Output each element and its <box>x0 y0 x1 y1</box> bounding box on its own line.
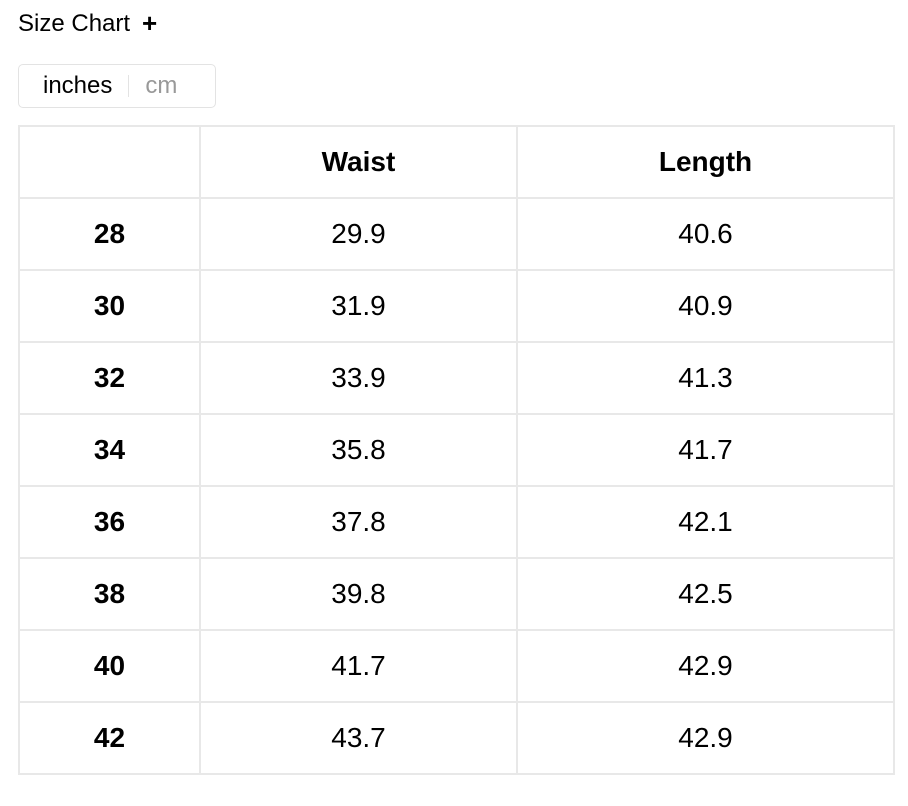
waist-cell: 41.7 <box>199 629 518 703</box>
size-cell: 30 <box>18 269 201 343</box>
divider <box>128 75 130 97</box>
length-cell: 40.9 <box>516 269 895 343</box>
header-size <box>18 125 201 199</box>
page-title: Size Chart <box>18 9 131 37</box>
size-cell: 34 <box>18 413 201 487</box>
length-cell: 42.9 <box>516 629 895 703</box>
waist-cell: 43.7 <box>199 701 518 775</box>
waist-cell: 39.8 <box>199 557 518 631</box>
header-length: Length <box>516 125 895 199</box>
size-table: Waist Length 28 29.9 40.6 30 31.9 40.9 32 33.9 4… <box>18 125 895 775</box>
waist-cell: 37.8 <box>199 485 518 559</box>
unit-option-inches[interactable]: inches <box>43 72 113 99</box>
unit-toggle: inches cm <box>18 64 216 108</box>
size-chart-header[interactable]: Size Chart + <box>18 8 157 39</box>
table-row: 28 29.9 40.6 <box>18 197 895 271</box>
length-cell: 42.5 <box>516 557 895 631</box>
length-cell: 42.1 <box>516 485 895 559</box>
waist-cell: 29.9 <box>199 197 518 271</box>
size-cell: 38 <box>18 557 201 631</box>
table-row: 38 39.8 42.5 <box>18 557 895 631</box>
size-cell: 32 <box>18 341 201 415</box>
table-row: 42 43.7 42.9 <box>18 701 895 775</box>
table-row: 34 35.8 41.7 <box>18 413 895 487</box>
size-cell: 36 <box>18 485 201 559</box>
table-row: 36 37.8 42.1 <box>18 485 895 559</box>
waist-cell: 33.9 <box>199 341 518 415</box>
plus-icon[interactable]: + <box>142 8 158 38</box>
table-row: 30 31.9 40.9 <box>18 269 895 343</box>
waist-cell: 35.8 <box>199 413 518 487</box>
length-cell: 42.9 <box>516 701 895 775</box>
length-cell: 40.6 <box>516 197 895 271</box>
size-cell: 42 <box>18 701 201 775</box>
size-cell: 28 <box>18 197 201 271</box>
length-cell: 41.7 <box>516 413 895 487</box>
waist-cell: 31.9 <box>199 269 518 343</box>
length-cell: 41.3 <box>516 341 895 415</box>
size-cell: 40 <box>18 629 201 703</box>
table-header-row: Waist Length <box>18 125 895 199</box>
table-row: 40 41.7 42.9 <box>18 629 895 703</box>
header-waist: Waist <box>199 125 518 199</box>
table-row: 32 33.9 41.3 <box>18 341 895 415</box>
unit-option-cm[interactable]: cm <box>145 72 178 99</box>
